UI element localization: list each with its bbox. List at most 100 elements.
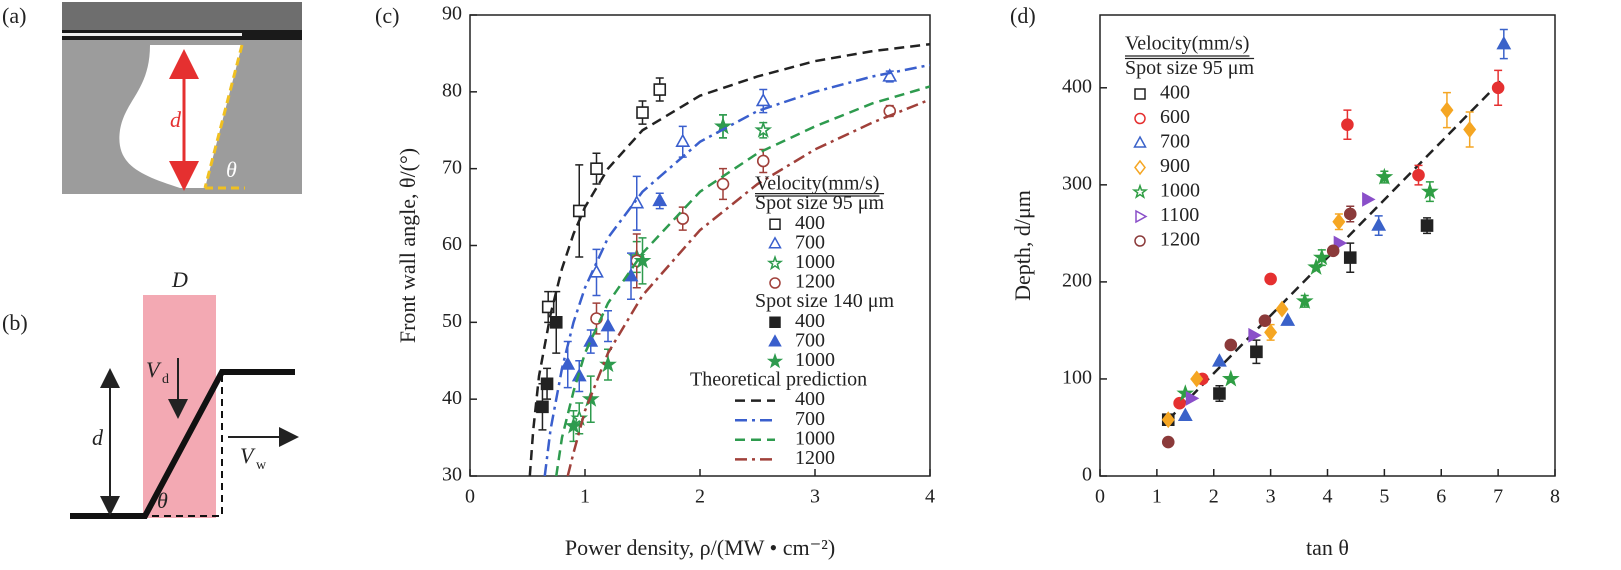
data-point	[549, 316, 563, 329]
data-point	[1213, 387, 1226, 400]
wall-line	[203, 44, 244, 189]
x-axis-label: tan θ	[1306, 535, 1349, 560]
legend-label: 1000	[1160, 180, 1200, 202]
legend-marker	[1135, 209, 1148, 224]
legend-marker	[1134, 159, 1146, 176]
legend-label: 1000	[795, 251, 835, 273]
data-point	[572, 204, 586, 218]
x-tick-label: 2	[1209, 486, 1219, 508]
legend-label: 1200	[1160, 229, 1200, 251]
drill-velocity-label: V	[146, 357, 162, 382]
x-tick-label: 8	[1550, 486, 1560, 508]
data-point	[1307, 258, 1325, 275]
x-tick-label: 7	[1493, 486, 1503, 508]
legend-group: Spot size 95 μm	[755, 192, 884, 214]
data-point	[636, 106, 649, 119]
drill-velocity-subscript: d	[162, 372, 169, 387]
data-point	[1176, 384, 1195, 402]
theory-curve	[543, 63, 930, 476]
data-point	[1412, 168, 1425, 182]
data-point	[675, 133, 691, 147]
data-point	[1343, 251, 1357, 264]
legend-label: 1000	[795, 349, 835, 371]
data-point	[755, 92, 771, 107]
depth-label: d	[170, 107, 182, 132]
panel-label: (c)	[375, 3, 399, 28]
data-point	[1420, 219, 1434, 232]
y-tick-label: 90	[442, 3, 462, 25]
data-point	[1463, 121, 1477, 138]
data-point	[1264, 323, 1278, 341]
data-point	[1224, 338, 1238, 352]
y-axis-label: Depth, d/μm	[1010, 190, 1035, 301]
legend-label: 900	[1160, 155, 1190, 177]
y-tick-label: 70	[442, 156, 462, 178]
x-tick-label: 4	[925, 486, 935, 508]
theory-curve	[528, 42, 930, 476]
legend-marker	[1134, 235, 1146, 247]
legend-marker	[766, 254, 784, 271]
data-point	[1212, 353, 1227, 367]
y-tick-label: 80	[442, 79, 462, 101]
legend-group: Spot size 95 μm	[1125, 57, 1254, 79]
y-tick-label: 100	[1062, 367, 1092, 389]
legend-label: 600	[1160, 106, 1190, 128]
x-tick-label: 3	[1266, 486, 1276, 508]
x-tick-label: 6	[1436, 486, 1446, 508]
y-tick-label: 60	[442, 233, 462, 255]
legend-marker	[1133, 135, 1147, 148]
legend-marker	[769, 218, 781, 230]
x-tick-label: 2	[695, 486, 705, 508]
x-tick-label: 0	[1095, 486, 1105, 508]
weld-velocity-subscript: w	[256, 458, 267, 473]
plot-area	[1161, 28, 1512, 449]
data-point	[600, 317, 616, 332]
data-point	[633, 251, 652, 269]
y-tick-label: 40	[442, 387, 462, 409]
data-point	[716, 177, 730, 191]
data-point	[756, 154, 770, 168]
data-point	[1496, 35, 1512, 50]
panel-label: (a)	[2, 3, 26, 28]
data-point	[590, 162, 603, 175]
legend-label: 700	[1160, 131, 1190, 153]
data-point	[583, 333, 599, 347]
legend-label: 700	[795, 231, 825, 253]
legend-marker	[768, 334, 782, 347]
data-point	[1491, 81, 1505, 95]
data-point	[1258, 314, 1272, 327]
legend-label: 400	[1160, 82, 1190, 104]
legend-label: 700	[795, 408, 825, 430]
legend-title: Velocity(mm/s)	[755, 173, 879, 195]
keyhole-profile	[70, 369, 295, 519]
panel-b: (b) D d V d V w θ	[2, 267, 299, 519]
surface-stripe	[62, 33, 242, 36]
data-point	[1326, 244, 1340, 258]
y-tick-label: 200	[1062, 269, 1092, 291]
panel-label: (d)	[1010, 3, 1036, 28]
micrograph-top	[62, 2, 302, 32]
panel-a: (a) d θ	[2, 2, 302, 194]
y-tick-label: 300	[1062, 172, 1092, 194]
data-point	[1177, 407, 1193, 422]
data-point	[540, 377, 554, 391]
x-tick-label: 3	[810, 486, 820, 508]
data-point	[1341, 118, 1354, 131]
depth-label: d	[92, 425, 104, 450]
legend-marker	[769, 316, 781, 328]
data-point	[1371, 217, 1387, 231]
data-point	[629, 194, 645, 209]
weld-velocity-label: V	[240, 443, 256, 468]
legend-label: 400	[795, 310, 825, 332]
data-point	[1161, 411, 1175, 429]
data-point	[1221, 369, 1240, 387]
chart-panel: (d) 0 1 2 3 4 5 6 7 8 0 100 200 300 400 tan θ Depth, d/μ…	[1010, 3, 1560, 560]
legend-label: 1200	[795, 271, 835, 293]
legend-title: Velocity(mm/s)	[1125, 33, 1249, 55]
data-point	[1312, 248, 1331, 266]
panel-label: (b)	[2, 310, 28, 335]
data-point	[1440, 101, 1454, 119]
data-point	[1362, 191, 1376, 207]
legend-marker	[1131, 183, 1149, 199]
